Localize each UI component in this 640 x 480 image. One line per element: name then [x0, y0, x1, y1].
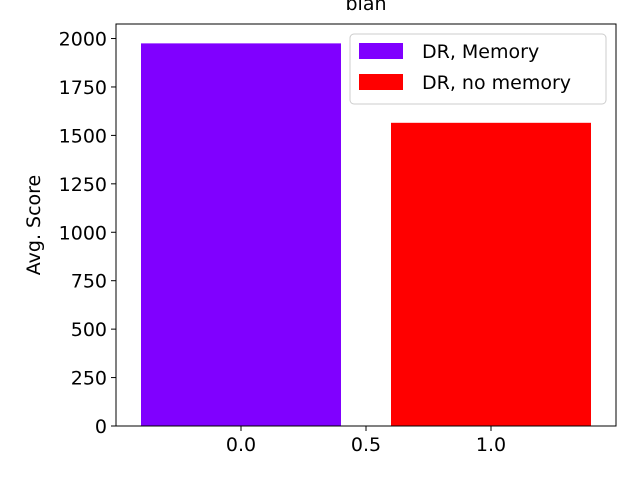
x-axis-ticks: 0.0 0.5 1.0: [226, 426, 506, 456]
y-axis-ticks: 0 250 500 750 1000 1250 1500 1750 2000: [59, 29, 116, 438]
x-tick-label: 0.5: [351, 434, 381, 456]
y-tick-label: 2000: [59, 29, 107, 51]
bar-1: [391, 122, 591, 427]
legend-box: [349, 33, 607, 105]
x-tick-label: 1.0: [476, 434, 506, 456]
x-tick-label: 0.0: [226, 434, 256, 456]
y-tick-label: 1250: [59, 174, 107, 196]
y-tick-label: 1500: [59, 125, 107, 147]
legend-swatch: [359, 43, 403, 59]
y-axis-label: Avg. Score: [23, 175, 45, 275]
legend-label: DR, no memory: [422, 72, 571, 94]
y-tick-label: 750: [71, 271, 107, 293]
legend: DR, Memory DR, no memory: [349, 33, 607, 105]
y-tick-label: 250: [71, 368, 107, 390]
y-tick-label: 1750: [59, 77, 107, 99]
bar-0: [141, 43, 341, 426]
legend-swatch: [359, 74, 403, 90]
bars-group: [141, 43, 591, 427]
chart-title: blah: [345, 0, 386, 15]
y-tick-label: 0: [95, 416, 107, 438]
legend-label: DR, Memory: [422, 41, 539, 63]
y-tick-label: 500: [71, 319, 107, 341]
y-tick-label: 1000: [59, 222, 107, 244]
